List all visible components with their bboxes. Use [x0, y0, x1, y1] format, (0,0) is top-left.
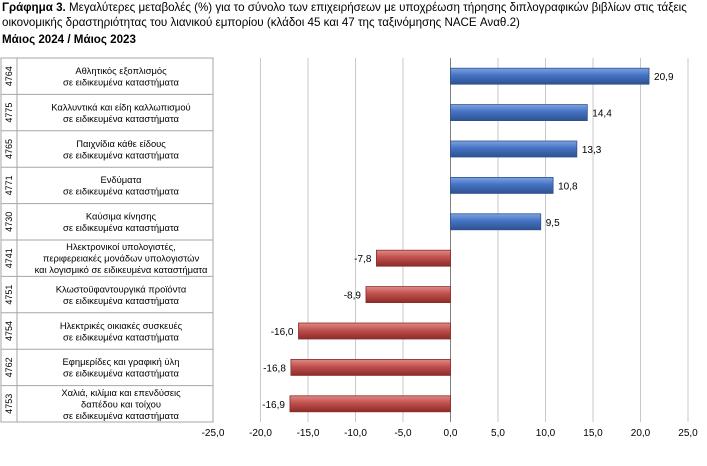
data-label: -7,8	[354, 254, 372, 265]
category-label: περιφερειακές μονάδων υπολογιστών	[43, 253, 200, 264]
data-label: 13,3	[582, 145, 602, 156]
data-label: -16,9	[262, 400, 285, 411]
category-label: Εφημερίδες και γραφική ύλη	[63, 356, 180, 367]
category-label: σε ειδικευμένα καταστήματα	[63, 76, 179, 87]
x-tick-label: 0,0	[444, 428, 458, 439]
category-label: και λογισμικό σε ειδικευμένα καταστήματα	[35, 264, 208, 275]
category-code: 4775	[4, 103, 14, 123]
category-label: σε ειδικευμένα καταστήματα	[63, 295, 179, 306]
category-label: σε ειδικευμένα καταστήματα	[63, 149, 179, 160]
category-code: 4730	[4, 212, 14, 232]
category-code: 4764	[4, 66, 14, 86]
bar	[289, 395, 451, 413]
chart-title-text: Μεγαλύτερες μεταβολές (%) για το σύνολο …	[2, 1, 687, 29]
bar	[290, 358, 451, 376]
category-label: Αθλητικός εξοπλισμός	[75, 65, 167, 76]
data-label: -16,8	[263, 363, 286, 374]
category-code: 4762	[4, 357, 14, 377]
data-label: 10,8	[558, 181, 578, 192]
bar	[450, 140, 578, 158]
data-label: 9,5	[546, 218, 560, 229]
x-tick-label: 25,0	[678, 428, 698, 439]
category-label: Καύσιμα κίνησης	[86, 211, 157, 222]
category-label: σε ειδικευμένα καταστήματα	[63, 410, 179, 421]
bar	[365, 286, 451, 304]
bar	[375, 249, 451, 267]
x-tick-label: -15,0	[297, 428, 320, 439]
data-label: 20,9	[654, 72, 674, 83]
category-label: σε ειδικευμένα καταστήματα	[63, 222, 179, 233]
bar	[450, 176, 554, 194]
chart-title-lead: Γράφημα 3.	[2, 1, 66, 14]
data-label: -8,9	[344, 291, 362, 302]
category-label: δαπέδου και τοίχου	[81, 398, 161, 409]
category-code: 4771	[4, 175, 14, 195]
category-label: σε ειδικευμένα καταστήματα	[63, 113, 179, 124]
x-tick-label: -25,0	[202, 428, 225, 439]
bar	[450, 104, 588, 121]
bar	[298, 322, 451, 340]
chart-subtitle: Μάιος 2024 / Μάιος 2023	[2, 33, 136, 46]
category-label: Καλλυντικά και είδη καλλωπισμού	[51, 101, 190, 112]
category-code: 4753	[4, 394, 14, 414]
category-label: Ενδύματα	[100, 174, 142, 185]
bar	[450, 213, 542, 231]
category-label: Χαλιά, κιλίμια και επενδύσεις	[61, 387, 181, 398]
category-label: Ηλεκτρονικοί υπολογιστές,	[66, 241, 176, 252]
category-code: 4754	[4, 321, 14, 341]
category-label: Κλωστοϋφαντουργικά προϊόντα	[56, 283, 187, 294]
category-label: σε ειδικευμένα καταστήματα	[63, 331, 179, 342]
x-tick-label: -20,0	[249, 428, 272, 439]
category-frame	[0, 57, 214, 423]
x-tick-label: 5,0	[491, 428, 505, 439]
x-tick-label: 20,0	[631, 428, 651, 439]
category-code: 4751	[4, 285, 14, 305]
x-tick-label: -10,0	[344, 428, 367, 439]
labels: -25,0 -20,0 -15,0 -10,0 -5,0 0,0 5,0 10,0 15,0 20…	[4, 65, 698, 439]
category-label: σε ειδικευμένα καταστήματα	[63, 186, 179, 197]
category-label: σε ειδικευμένα καταστήματα	[63, 368, 179, 379]
category-label: Παιχνίδια κάθε είδους	[76, 138, 166, 149]
bar	[450, 67, 650, 85]
x-tick-label: -5,0	[394, 428, 412, 439]
category-code: 4741	[4, 248, 14, 268]
data-label: 14,4	[592, 109, 612, 120]
chart-title: Γράφημα 3. Μεγαλύτερες μεταβολές (%) για…	[2, 0, 702, 30]
category-label: Ηλεκτρικές οικιακές συσκευές	[60, 320, 183, 331]
data-label: -16,0	[271, 327, 294, 338]
x-tick-label: 10,0	[536, 428, 556, 439]
bars	[289, 67, 650, 413]
x-tick-label: 15,0	[583, 428, 603, 439]
category-code: 4765	[4, 139, 14, 159]
